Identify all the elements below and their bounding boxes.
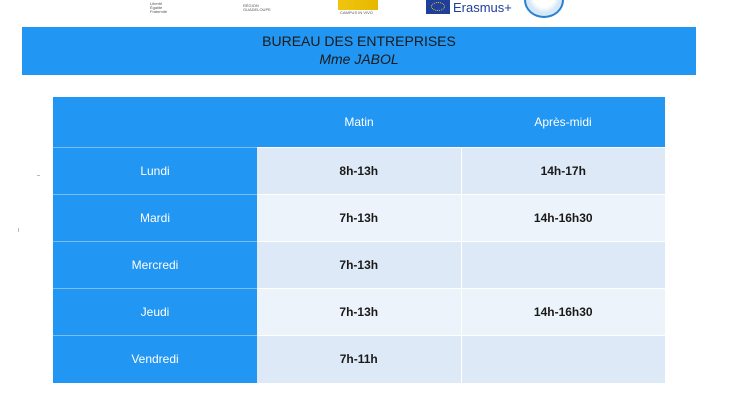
header-banner: BUREAU DES ENTREPRISES Mme JABOL: [22, 27, 696, 75]
government-logo-line: Liberté: [150, 1, 163, 6]
morning-cell: 7h-13h: [257, 241, 461, 289]
afternoon-cell: 14h-17h: [460, 147, 665, 195]
page-subtitle: Mme JABOL: [319, 51, 399, 67]
afternoon-cell: 14h-16h30: [460, 288, 665, 336]
seal-logo-icon: [524, 0, 564, 18]
table-row: Vendredi 7h-11h: [53, 335, 665, 383]
morning-cell: 7h-13h: [257, 288, 461, 336]
afternoon-cell: [460, 241, 665, 289]
column-header-afternoon: Après-midi: [461, 97, 665, 148]
day-cell: Lundi: [53, 147, 257, 195]
region-logo-line: RÉGION: [243, 3, 259, 8]
page-title: BUREAU DES ENTREPRISES: [262, 33, 456, 49]
government-logo-line: Fraternité: [150, 9, 168, 14]
column-header-day: [53, 97, 257, 148]
day-cell: Vendredi: [53, 335, 257, 383]
logo-strip: Liberté Égalité Fraternité RÉGION GUADEL…: [0, 0, 730, 22]
day-cell: Mardi: [53, 194, 257, 242]
day-cell: Mercredi: [53, 241, 257, 289]
day-cell: Jeudi: [53, 288, 257, 336]
afternoon-cell: [460, 335, 665, 383]
scan-mark: [37, 175, 40, 176]
morning-cell: 7h-13h: [257, 194, 461, 242]
erasmus-label: Erasmus+: [453, 0, 512, 15]
afternoon-cell: 14h-16h30: [460, 194, 665, 242]
campus-logo-text: CAMPUS IN VIVO: [340, 10, 373, 15]
table-row: Mercredi 7h-13h: [53, 241, 665, 289]
table-row: Jeudi 7h-13h 14h-16h30: [53, 288, 665, 336]
table-header-row: Matin Après-midi: [53, 97, 665, 148]
government-logo: Liberté Égalité Fraternité: [150, 2, 167, 14]
column-header-morning: Matin: [257, 97, 461, 148]
region-logo-line: GUADELOUPE: [243, 7, 271, 12]
eu-flag-icon: [426, 0, 450, 14]
campus-logo: [338, 0, 378, 10]
morning-cell: 7h-11h: [257, 335, 461, 383]
table-row: Lundi 8h-13h 14h-17h: [53, 147, 665, 195]
table-row: Mardi 7h-13h 14h-16h30: [53, 194, 665, 242]
morning-cell: 8h-13h: [257, 147, 461, 195]
scan-mark: [18, 228, 19, 232]
government-logo-line: Égalité: [150, 5, 163, 10]
region-logo: RÉGION GUADELOUPE: [243, 4, 271, 12]
schedule-table: Matin Après-midi Lundi 8h-13h 14h-17h Ma…: [53, 97, 665, 383]
